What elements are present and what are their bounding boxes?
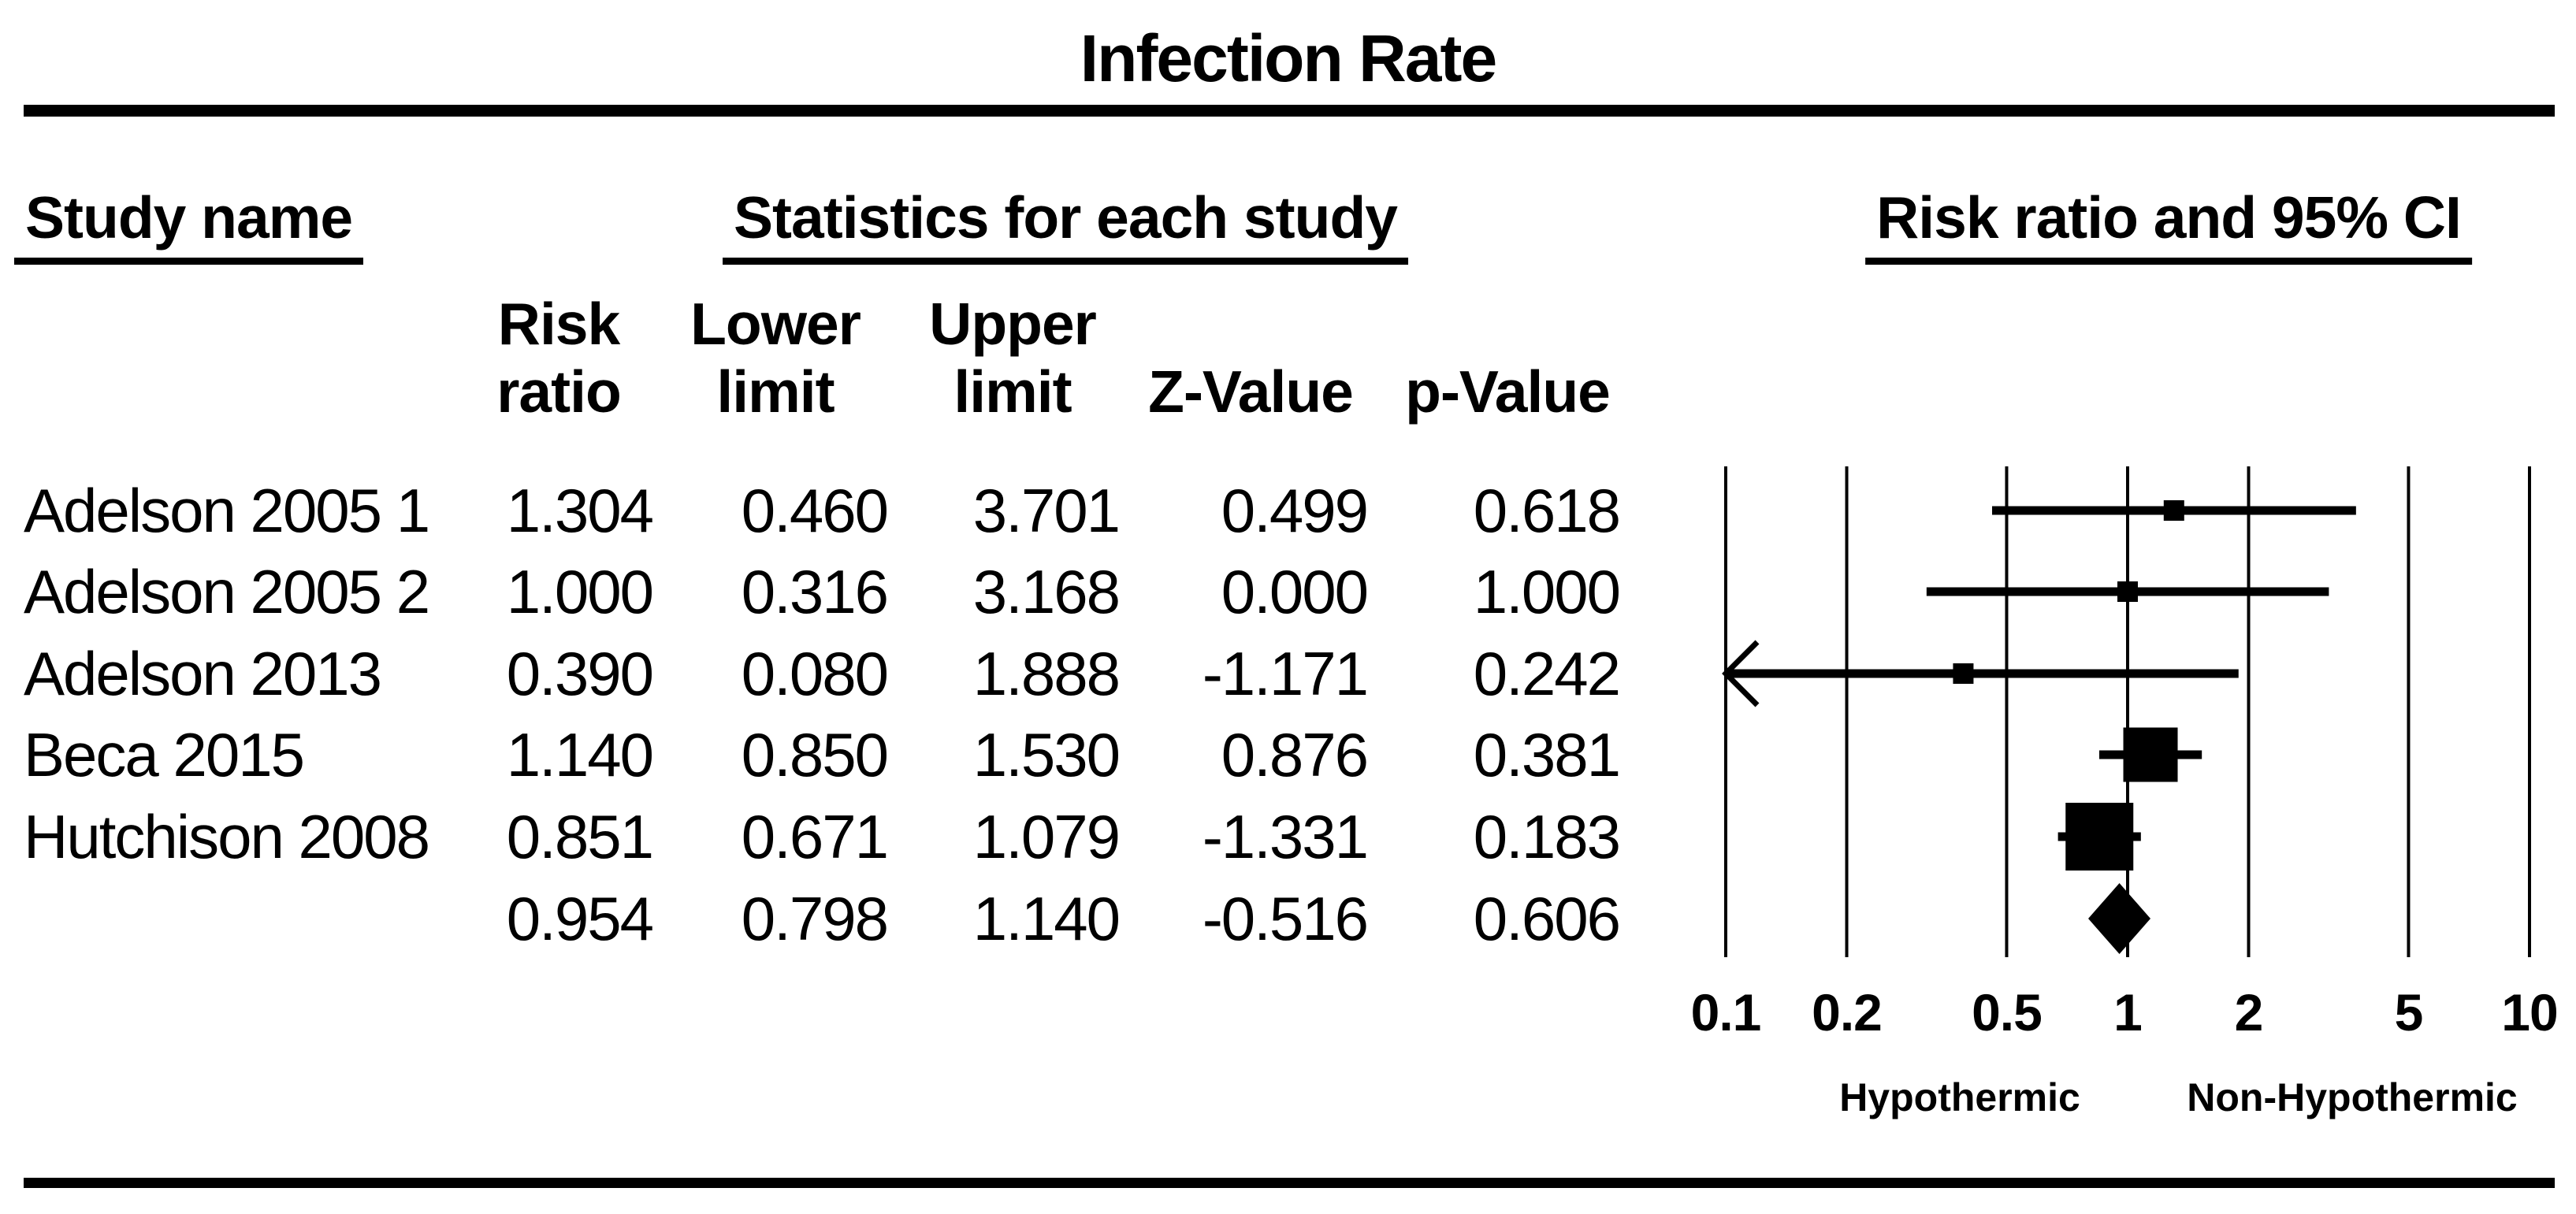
z-value-cell: -1.171 xyxy=(1202,639,1369,708)
table-row: Adelson 2005 2 1.000 0.316 3.168 0.000 1… xyxy=(0,555,1694,628)
section-header-statistics: Statistics for each study xyxy=(723,184,1408,265)
lower-limit-cell: 0.460 xyxy=(741,476,889,545)
p-value-cell: 0.606 xyxy=(1473,884,1621,953)
forest-plot-panel: 0.1 0.2 0.5 1 2 5 10 Hypothermic Non-Hypothermic xyxy=(1691,457,2576,1166)
upper-limit-cell: 1.888 xyxy=(972,639,1121,708)
upper-limit-cell: 1.079 xyxy=(972,802,1121,871)
p-value-cell: 0.381 xyxy=(1473,720,1621,789)
axis-caption-left: Hypothermic xyxy=(1839,1075,2080,1119)
p-value-cell: 0.242 xyxy=(1473,639,1621,708)
x-tick-label: 5 xyxy=(2395,983,2423,1041)
summary-diamond xyxy=(2088,883,2151,954)
column-header-line: p-Value xyxy=(1405,358,1611,425)
column-header-line: Upper xyxy=(929,291,1097,357)
z-value-cell: -0.516 xyxy=(1202,884,1369,953)
column-header-p-value: p-Value xyxy=(1381,288,1634,425)
table-row: Hutchison 2008 0.851 0.671 1.079 -1.331 … xyxy=(0,800,1694,873)
upper-limit-cell: 1.140 xyxy=(972,884,1121,953)
column-header-line: limit xyxy=(953,358,1072,425)
column-header-z-value: Z-Value xyxy=(1124,288,1377,425)
study-marker xyxy=(2123,727,2178,782)
z-value-cell: -1.331 xyxy=(1202,802,1369,871)
column-header-line: ratio xyxy=(496,358,622,425)
study-name-cell: Adelson 2005 1 xyxy=(24,476,430,545)
study-name-cell: Beca 2015 xyxy=(24,720,305,789)
upper-limit-cell: 1.530 xyxy=(972,720,1121,789)
risk-ratio-cell: 0.954 xyxy=(506,884,654,953)
x-tick-label: 0.5 xyxy=(1972,983,2042,1041)
figure-title: Infection Rate xyxy=(1080,21,1497,95)
upper-limit-cell: 3.168 xyxy=(972,557,1121,626)
x-tick-label: 10 xyxy=(2501,983,2557,1041)
risk-ratio-cell: 1.000 xyxy=(506,557,654,626)
risk-ratio-cell: 0.851 xyxy=(506,802,654,871)
bottom-divider-rule xyxy=(24,1178,2555,1188)
forest-plot-canvas: 0.1 0.2 0.5 1 2 5 10 Hypothermic Non-Hypothermic xyxy=(1691,466,2559,1119)
study-marker xyxy=(2163,500,2184,521)
column-header-upper-limit: Upper limit xyxy=(887,288,1139,425)
risk-ratio-cell: 0.390 xyxy=(506,639,654,708)
z-value-cell: 0.499 xyxy=(1221,476,1369,545)
p-value-cell: 1.000 xyxy=(1473,557,1621,626)
x-tick-label: 2 xyxy=(2235,983,2263,1041)
lower-limit-cell: 0.671 xyxy=(741,802,889,871)
column-header-line: Z-Value xyxy=(1148,358,1354,425)
table-row: Beca 2015 1.140 0.850 1.530 0.876 0.381 xyxy=(0,718,1694,791)
study-marker xyxy=(2117,581,2138,602)
section-header-risk-ratio-ci: Risk ratio and 95% CI xyxy=(1865,184,2472,265)
z-value-cell: 0.000 xyxy=(1221,557,1369,626)
lower-limit-cell: 0.080 xyxy=(741,639,889,708)
study-marker xyxy=(1953,663,1974,684)
lower-limit-cell: 0.316 xyxy=(741,557,889,626)
column-header-line: Risk xyxy=(497,291,620,357)
lower-limit-cell: 0.798 xyxy=(741,884,889,953)
column-header-line: Lower xyxy=(690,291,861,357)
table-row: Adelson 2005 1 1.304 0.460 3.701 0.499 0… xyxy=(0,474,1694,547)
x-tick-label: 0.1 xyxy=(1691,983,1761,1041)
risk-ratio-cell: 1.140 xyxy=(506,720,654,789)
risk-ratio-cell: 1.304 xyxy=(506,476,654,545)
x-tick-label: 1 xyxy=(2113,983,2142,1041)
p-value-cell: 0.618 xyxy=(1473,476,1621,545)
z-value-cell: 0.876 xyxy=(1221,720,1369,789)
table-row-summary: 0.954 0.798 1.140 -0.516 0.606 xyxy=(0,882,1694,955)
table-row: Adelson 2013 0.390 0.080 1.888 -1.171 0.… xyxy=(0,637,1694,710)
column-header-line: limit xyxy=(716,358,835,425)
ci-arrow-left xyxy=(1722,640,1760,707)
study-name-cell: Adelson 2005 2 xyxy=(24,557,430,626)
study-name-cell: Adelson 2013 xyxy=(24,639,382,708)
x-tick-label: 0.2 xyxy=(1812,983,1882,1041)
study-marker xyxy=(2065,803,2134,871)
axis-caption-right: Non-Hypothermic xyxy=(2187,1075,2517,1119)
p-value-cell: 0.183 xyxy=(1473,802,1621,871)
study-name-cell: Hutchison 2008 xyxy=(24,802,430,871)
lower-limit-cell: 0.850 xyxy=(741,720,889,789)
section-header-study-name: Study name xyxy=(14,184,364,265)
column-header-lower-limit: Lower limit xyxy=(649,288,901,425)
upper-limit-cell: 3.701 xyxy=(972,476,1121,545)
top-divider-rule xyxy=(24,105,2555,117)
column-header-risk-ratio: Risk ratio xyxy=(433,288,685,425)
